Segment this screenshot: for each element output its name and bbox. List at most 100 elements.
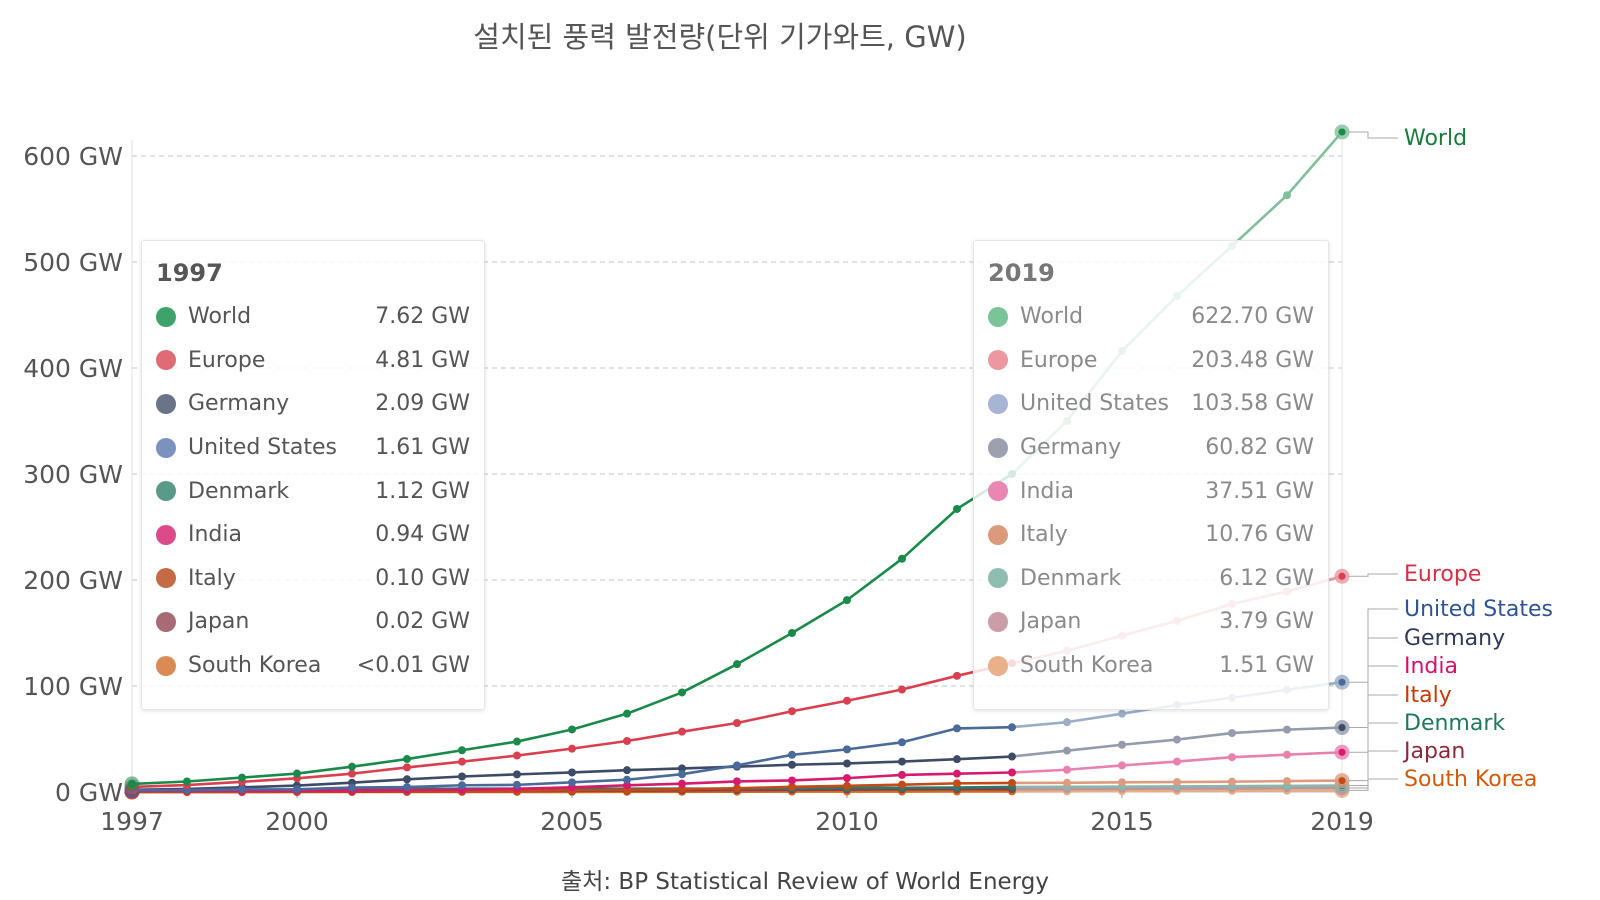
chart-title: 설치된 풍력 발전량(단위 기가와트, GW) bbox=[473, 20, 967, 54]
data-point-united-states bbox=[238, 785, 246, 794]
legend-dot bbox=[156, 350, 176, 371]
data-point-germany bbox=[458, 772, 466, 781]
x-tick-label: 2005 bbox=[540, 807, 604, 836]
data-point-world bbox=[403, 755, 411, 764]
data-point-germany bbox=[1173, 735, 1181, 744]
tooltip-row: Italy 0.10 GW bbox=[156, 557, 470, 601]
data-point-india bbox=[733, 777, 741, 786]
tooltip-row: Italy 10.76 GW bbox=[988, 513, 1314, 557]
series-label-japan: Japan bbox=[1402, 739, 1465, 764]
data-point-italy bbox=[843, 781, 851, 790]
data-point-india bbox=[953, 769, 961, 778]
legend-dot bbox=[156, 655, 176, 676]
data-point-italy bbox=[1173, 778, 1181, 787]
data-point-world bbox=[953, 504, 961, 513]
tooltip-series-value: <0.01 GW bbox=[356, 653, 470, 679]
data-point-world bbox=[623, 709, 631, 718]
tooltip-series-value: 6.12 GW bbox=[1219, 565, 1314, 591]
tooltip-row: India 0.94 GW bbox=[156, 513, 470, 557]
data-point-germany bbox=[1063, 746, 1071, 755]
data-point-world bbox=[458, 746, 466, 755]
data-point-italy bbox=[953, 779, 961, 788]
tooltip-series-name: United States bbox=[1020, 391, 1169, 417]
leader-line-denmark bbox=[1348, 722, 1398, 787]
data-point-united-states bbox=[403, 783, 411, 792]
data-point-germany bbox=[403, 775, 411, 784]
legend-dot bbox=[156, 437, 176, 458]
data-point-germany bbox=[1228, 729, 1236, 738]
data-point-united-states bbox=[1008, 723, 1016, 732]
end-dot-world bbox=[1338, 128, 1346, 136]
tooltip-series-value: 7.62 GW bbox=[375, 304, 470, 330]
tooltip-row: Europe 4.81 GW bbox=[156, 339, 470, 383]
tooltip-rows: World 7.62 GW Europe 4.81 GW Germany 2.09 GW U… bbox=[156, 295, 470, 687]
series-label-united-states: United States bbox=[1404, 597, 1553, 622]
data-point-united-states bbox=[458, 781, 466, 790]
tooltip-1997: 1997 World 7.62 GW Europe 4.81 GW Germany 2.0… bbox=[141, 240, 485, 710]
data-point-italy bbox=[733, 784, 741, 793]
tooltip-row: Japan 3.79 GW bbox=[988, 600, 1314, 644]
leader-line-italy bbox=[1348, 694, 1398, 782]
data-point-india bbox=[1063, 765, 1071, 774]
y-tick-label: 500 GW bbox=[23, 248, 123, 277]
legend-dot bbox=[156, 524, 176, 545]
data-point-europe bbox=[788, 707, 796, 716]
tooltip-series-name: Italy bbox=[188, 565, 236, 591]
tooltip-series-value: 203.48 GW bbox=[1191, 347, 1314, 373]
legend-dot bbox=[988, 655, 1008, 676]
tooltip-series-value: 0.94 GW bbox=[375, 522, 470, 548]
leader-line-south-korea bbox=[1348, 778, 1398, 791]
source-note: 출처: BP Statistical Review of World Energ… bbox=[561, 869, 1049, 895]
legend-dot bbox=[988, 306, 1008, 327]
data-point-india bbox=[1283, 750, 1291, 759]
data-point-europe bbox=[843, 696, 851, 705]
legend-dot bbox=[988, 437, 1008, 458]
tooltip-row: World 7.62 GW bbox=[156, 295, 470, 339]
leader-line-germany bbox=[1348, 637, 1398, 729]
tooltip-series-value: 0.02 GW bbox=[375, 609, 470, 635]
tooltip-row: South Korea 1.51 GW bbox=[988, 644, 1314, 688]
tooltip-series-name: Europe bbox=[188, 347, 266, 373]
data-point-italy bbox=[1063, 778, 1071, 787]
tooltip-series-value: 1.61 GW bbox=[375, 435, 470, 461]
data-point-europe bbox=[733, 718, 741, 727]
tooltip-series-name: Denmark bbox=[188, 478, 290, 504]
data-point-world bbox=[1283, 191, 1291, 200]
tooltip-2019: 2019 World 622.70 GW Europe 203.48 GW United… bbox=[973, 240, 1329, 710]
end-dot-europe bbox=[1338, 572, 1346, 580]
tooltip-series-name: World bbox=[188, 304, 252, 330]
tooltip-series-name: India bbox=[1020, 478, 1074, 504]
data-point-world bbox=[568, 725, 576, 734]
data-point-italy bbox=[1228, 777, 1236, 786]
y-tick-label: 400 GW bbox=[23, 354, 123, 383]
legend-dot bbox=[988, 568, 1008, 589]
data-point-united-states bbox=[1118, 709, 1126, 718]
data-point-india bbox=[1118, 761, 1126, 770]
tooltip-series-name: Germany bbox=[188, 391, 290, 417]
data-point-world bbox=[293, 769, 301, 778]
data-point-italy bbox=[1283, 777, 1291, 786]
legend-dot bbox=[988, 611, 1008, 632]
data-point-india bbox=[898, 770, 906, 779]
data-point-world bbox=[513, 737, 521, 746]
tooltip-series-name: Japan bbox=[188, 609, 250, 635]
leader-line-europe bbox=[1348, 573, 1398, 577]
tooltip-series-name: World bbox=[1020, 304, 1084, 330]
data-point-italy bbox=[898, 780, 906, 789]
tooltip-row: Germany 60.82 GW bbox=[988, 426, 1314, 470]
x-tick-label: 2019 bbox=[1310, 807, 1374, 836]
data-point-united-states bbox=[953, 724, 961, 733]
data-point-germany bbox=[843, 759, 851, 768]
data-point-italy bbox=[788, 782, 796, 791]
data-point-italy bbox=[1118, 778, 1126, 787]
data-point-india bbox=[1173, 757, 1181, 766]
data-point-united-states bbox=[678, 770, 686, 779]
tooltip-series-name: United States bbox=[188, 435, 337, 461]
legend-dot bbox=[156, 611, 176, 632]
data-point-world bbox=[678, 688, 686, 697]
tooltip-year: 2019 bbox=[988, 259, 1055, 287]
leader-line-united-states bbox=[1348, 608, 1398, 683]
data-point-europe bbox=[458, 757, 466, 766]
data-point-europe bbox=[348, 769, 356, 778]
